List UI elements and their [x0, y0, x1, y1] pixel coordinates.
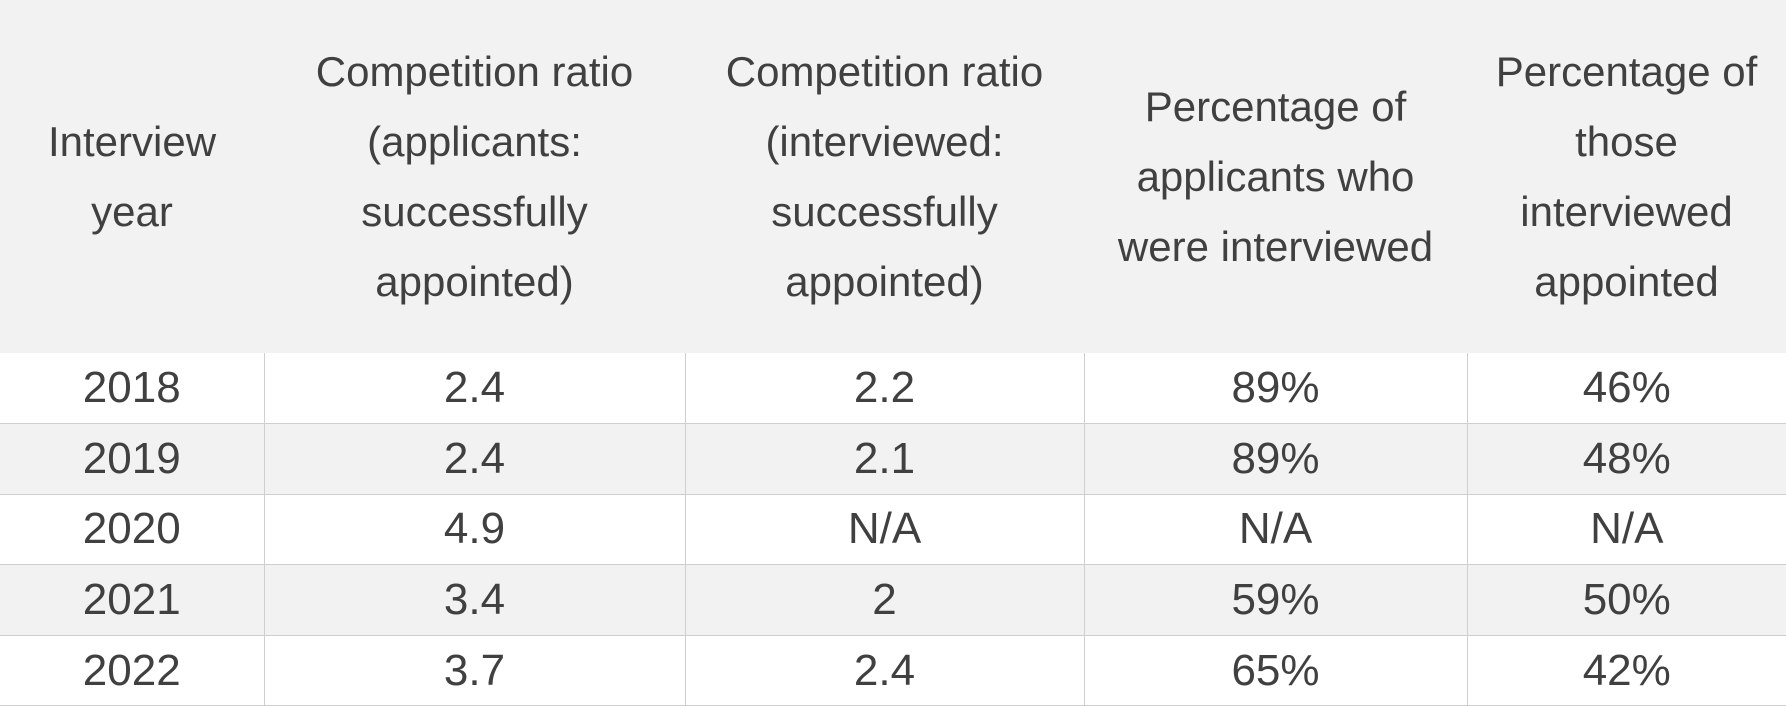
header-cell: Percentage of those interviewed appointe…	[1467, 0, 1786, 353]
value-cell: 50%	[1466, 564, 1786, 636]
table-body: 2018 2.4 2.2 89% 46% 2019 2.4 2.1 89% 48% 2020 4.9 N…	[0, 353, 1786, 706]
table-row: 2019 2.4 2.1 89% 48%	[0, 423, 1786, 495]
table-row: 2020 4.9 N/A N/A N/A	[0, 494, 1786, 566]
header-cell: Competition ratio (interviewed: successf…	[685, 0, 1084, 353]
value-cell: 2.4	[263, 423, 685, 495]
year-cell: 2019	[0, 423, 264, 495]
value-cell: 4.9	[263, 494, 685, 566]
value-cell: 46%	[1466, 353, 1786, 425]
value-cell: 2	[684, 564, 1084, 636]
header-row: Interview year Competition ratio (applica…	[0, 0, 1786, 353]
table-row: 2018 2.4 2.2 89% 46%	[0, 353, 1786, 425]
value-cell: N/A	[1466, 494, 1786, 566]
header-cell: Competition ratio (applicants: successfu…	[264, 0, 685, 353]
value-cell: 48%	[1466, 423, 1786, 495]
value-cell: 89%	[1083, 353, 1467, 425]
value-cell: 89%	[1083, 423, 1467, 495]
value-cell: 3.7	[263, 635, 685, 706]
value-cell: 2.2	[684, 353, 1084, 425]
year-cell: 2022	[0, 635, 264, 706]
value-cell: 2.4	[263, 353, 685, 425]
year-cell: 2020	[0, 494, 264, 566]
value-cell: 59%	[1083, 564, 1467, 636]
value-cell: 65%	[1083, 635, 1467, 706]
value-cell: 2.4	[684, 635, 1084, 706]
year-cell: 2018	[0, 353, 264, 425]
year-cell: 2021	[0, 564, 264, 636]
header-cell: Percentage of applicants who were interv…	[1084, 0, 1467, 353]
value-cell: N/A	[684, 494, 1084, 566]
value-cell: 42%	[1466, 635, 1786, 706]
value-cell: N/A	[1083, 494, 1467, 566]
table-header: Interview year Competition ratio (applica…	[0, 0, 1786, 353]
value-cell: 3.4	[263, 564, 685, 636]
value-cell: 2.1	[684, 423, 1084, 495]
table-row: 2021 3.4 2 59% 50%	[0, 564, 1786, 636]
header-cell: Interview year	[0, 0, 264, 353]
table-row: 2022 3.7 2.4 65% 42%	[0, 635, 1786, 706]
